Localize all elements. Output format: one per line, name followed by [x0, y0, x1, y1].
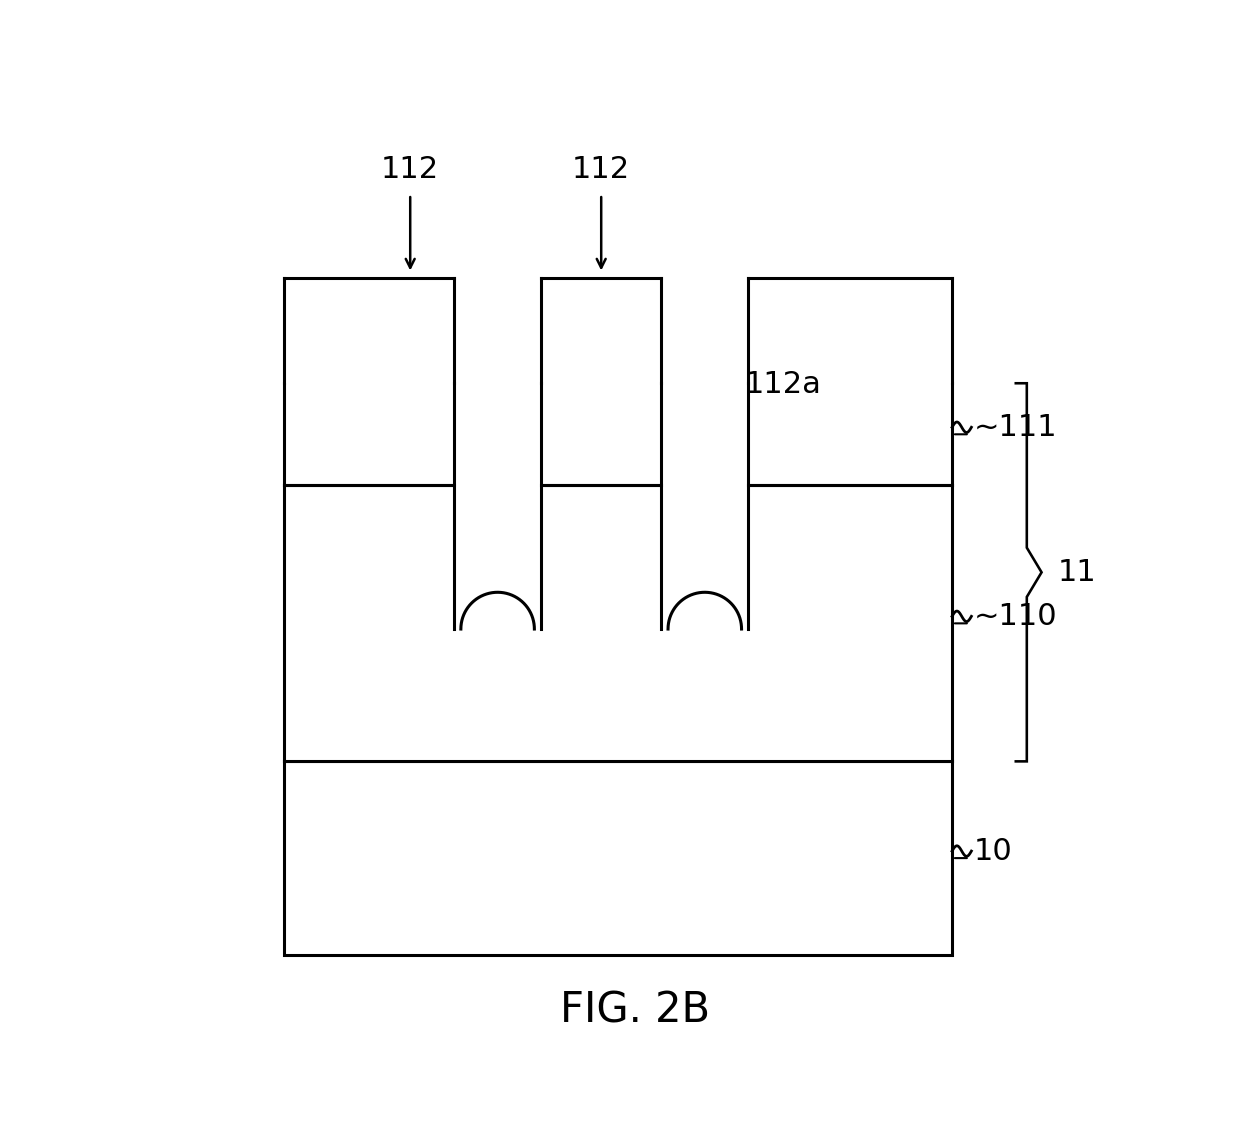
- Text: 10: 10: [975, 837, 1013, 866]
- Polygon shape: [661, 629, 748, 666]
- Text: 112: 112: [381, 154, 439, 184]
- Bar: [284, 762, 952, 955]
- Bar: [541, 278, 661, 384]
- Text: 112: 112: [572, 154, 630, 184]
- Bar: [748, 278, 952, 384]
- Text: ~110: ~110: [975, 602, 1058, 630]
- Text: ~111: ~111: [975, 412, 1058, 442]
- Bar: [284, 384, 952, 762]
- Text: FIG. 2B: FIG. 2B: [560, 990, 711, 1032]
- Bar: [454, 384, 541, 666]
- Text: 11: 11: [1058, 557, 1096, 587]
- Text: 112a: 112a: [745, 370, 822, 400]
- Polygon shape: [454, 629, 541, 666]
- Bar: [661, 384, 748, 666]
- Bar: [284, 278, 454, 384]
